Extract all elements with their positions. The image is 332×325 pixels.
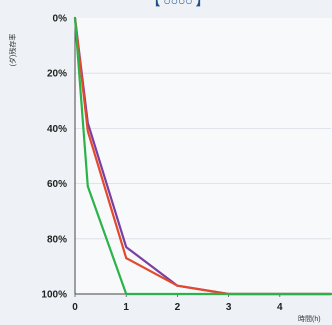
x-tick-label: 4 [277, 302, 283, 313]
y-tick-label: 60% [47, 179, 67, 190]
x-axis-label: 時間(h) [298, 315, 321, 323]
y-tick-label: 40% [47, 124, 67, 135]
y-axis-label: (ダ)残存率 [8, 34, 17, 67]
series-line-3 [73, 16, 332, 296]
y-tick-label: 100% [41, 290, 67, 301]
chart-title: 【 ○○○○ 】 [148, 0, 208, 8]
x-tick-label: 0 [72, 302, 78, 313]
x-tick-label: 2 [175, 302, 181, 313]
y-tick-label: 0% [53, 14, 68, 25]
y-tick-label: 80% [47, 234, 67, 245]
x-tick-label: 1 [123, 302, 129, 313]
x-tick-label: 3 [226, 302, 232, 313]
y-tick-label: 20% [47, 69, 67, 80]
